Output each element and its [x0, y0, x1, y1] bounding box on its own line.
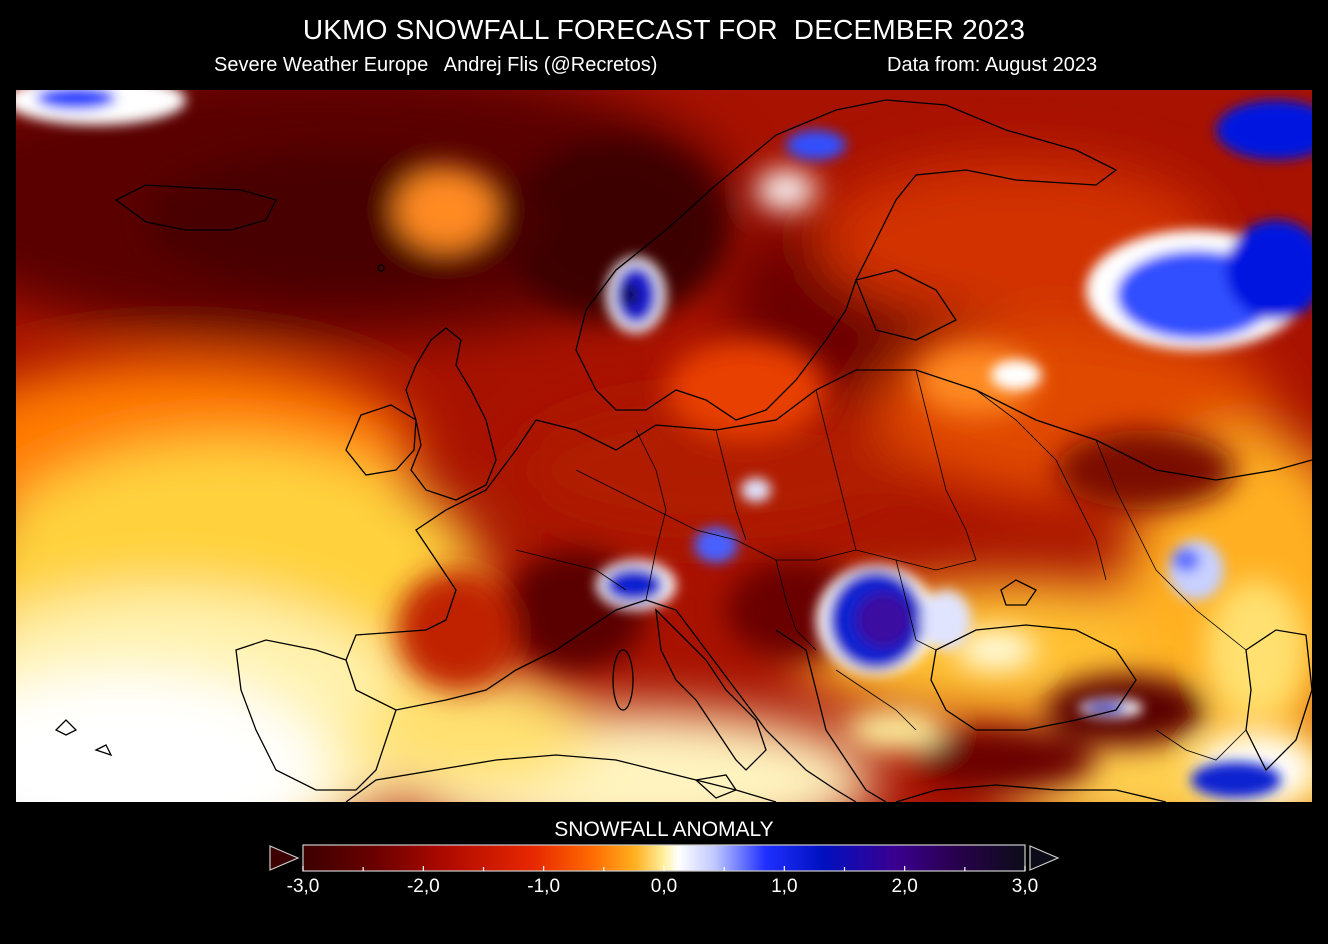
snowfall-anomaly-map: [16, 90, 1312, 802]
baltic-coast: [535, 369, 1312, 481]
italy-outline: [655, 608, 767, 771]
legend-tick-label: 2,0: [891, 876, 918, 897]
north-africa-coast: [345, 754, 777, 802]
caspian-outline: [1245, 629, 1312, 772]
map-title: UKMO SNOWFALL FORECAST FOR DECEMBER 2023: [302, 14, 1026, 45]
data-source-text: Data from: August 2023: [887, 54, 1098, 76]
legend-tick-label: 3,0: [1011, 876, 1039, 897]
legend-tick-label: -2,0: [406, 876, 440, 897]
legend-lower-arrow: [269, 845, 300, 871]
ireland-outline: [345, 404, 417, 476]
sardinia-outline: [612, 649, 634, 711]
iceland-outline: [114, 184, 277, 231]
west-coast: [345, 419, 857, 802]
legend-ticks: [302, 866, 1026, 871]
legend-tick-label: 0,0: [650, 876, 678, 897]
black-sea-outline: [930, 624, 1137, 731]
coastlines: [54, 99, 1312, 802]
finland-outline: [855, 269, 957, 341]
balkans-outline: [775, 629, 887, 802]
crimea-outline: [1000, 579, 1037, 606]
iberia-outline: [235, 639, 397, 791]
faroe-outline: [377, 264, 385, 272]
positive-anomaly-areas: [16, 90, 1312, 798]
color-scale-legend: [269, 844, 1060, 872]
legend-upper-arrow: [1029, 845, 1060, 871]
legend-tick-label: 1,0: [771, 876, 798, 897]
legend-tick-labels: -3,0 -2,0 -1,0 0,0 1,0 2,0 3,0: [0, 876, 1328, 902]
sicily-outline: [694, 774, 737, 799]
scandinavia-outline: [575, 99, 1118, 421]
legend-tick-label: -1,0: [527, 876, 561, 897]
britain-outline: [405, 327, 497, 501]
legend-tick-label: -3,0: [286, 876, 320, 897]
credit-text: Severe Weather Europe Andrej Flis (@Recr…: [214, 54, 658, 76]
legend-title: SNOWFALL ANOMALY: [554, 818, 774, 841]
madeira-outline: [94, 744, 113, 757]
country-borders: [515, 369, 1247, 761]
canary-outline: [54, 719, 78, 736]
turkey-coast: [895, 784, 1167, 802]
